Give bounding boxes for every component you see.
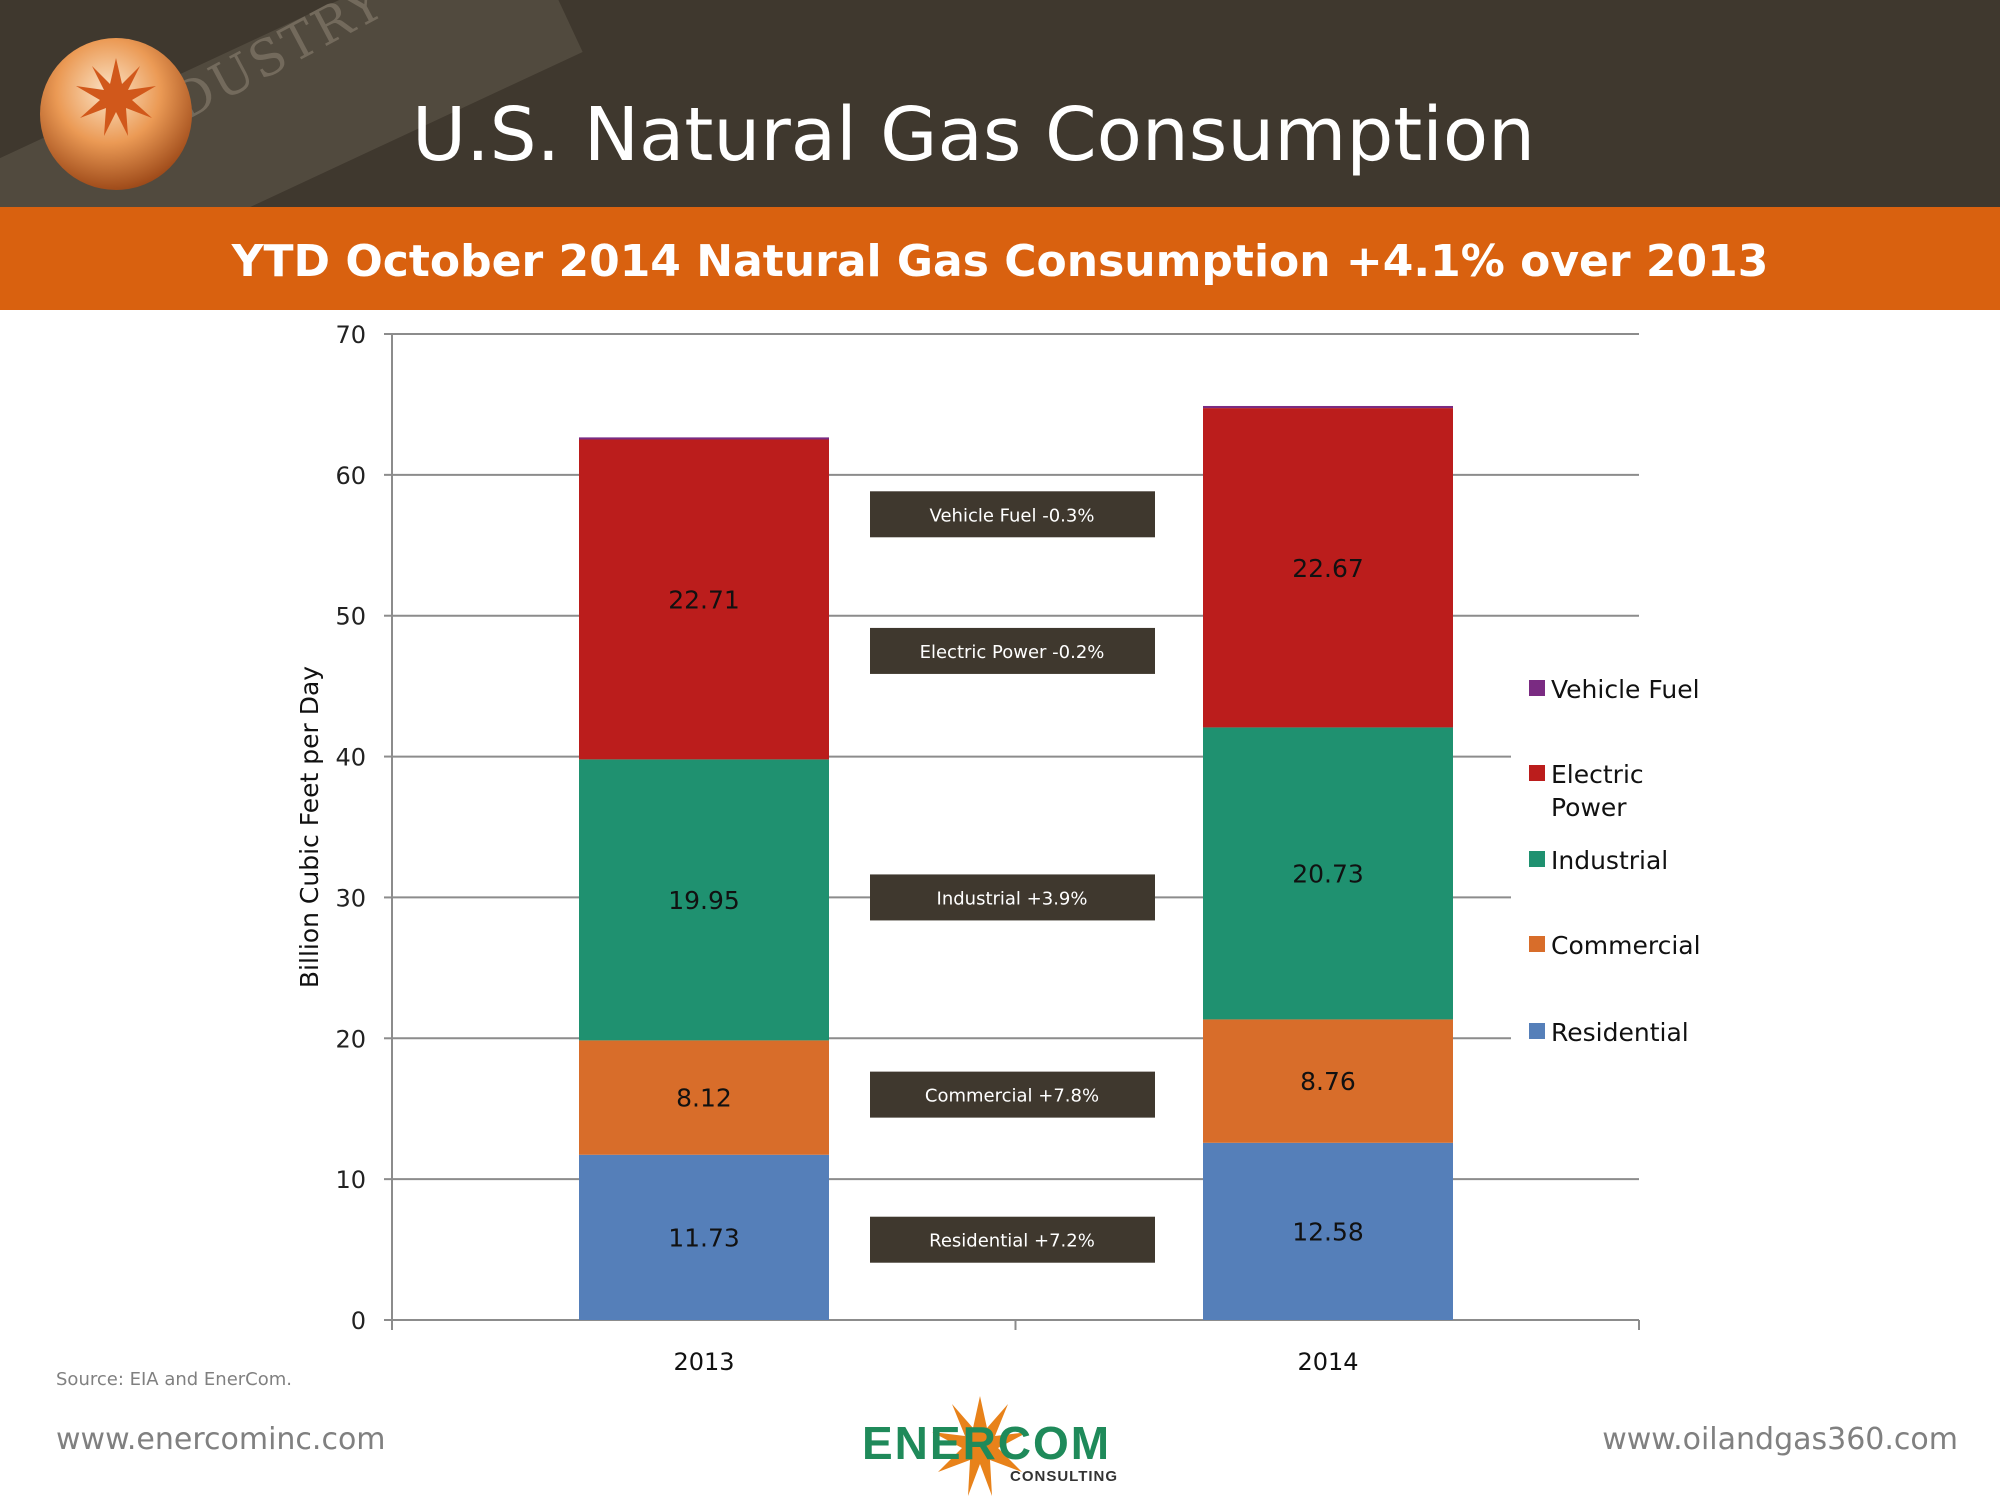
data-label: 19.95	[668, 886, 740, 915]
data-label: 20.73	[1292, 859, 1364, 888]
annotation-label: Industrial +3.9%	[937, 888, 1088, 909]
y-tick-label: 50	[335, 603, 366, 631]
y-tick-label: 40	[335, 744, 366, 772]
page-title: U.S. Natural Gas Consumption	[412, 92, 1536, 178]
bar-segment-vehicle-fuel-2014	[1203, 405, 1453, 409]
y-tick-label: 30	[335, 884, 366, 912]
y-tick-label: 60	[335, 462, 366, 490]
bar-segment-industrial-2014	[1203, 727, 1453, 1020]
y-axis-label: Billion Cubic Feet per Day	[295, 666, 324, 988]
bar-segment-electric-power-2014	[1203, 408, 1453, 728]
legend-label: Residential	[1551, 1018, 1689, 1047]
data-label: 22.67	[1292, 554, 1364, 583]
logo-text: ENERCOM	[862, 1417, 1112, 1469]
subtitle-band	[0, 207, 2000, 310]
annotation-label: Vehicle Fuel -0.3%	[930, 505, 1095, 526]
bar-segment-electric-power-2013	[579, 439, 829, 760]
globe-logo-icon	[40, 38, 192, 190]
y-tick-label: 20	[335, 1025, 366, 1053]
x-tick-label: 2014	[1297, 1348, 1358, 1376]
left-url-link[interactable]: www.enercominc.com	[56, 1422, 386, 1457]
legend-label: Electric	[1551, 760, 1644, 789]
y-tick-label: 70	[335, 321, 366, 349]
bar-segment-industrial-2013	[579, 759, 829, 1041]
source-note: Source: EIA and EnerCom.	[56, 1369, 293, 1390]
sun-icon	[76, 58, 156, 136]
annotation-box	[870, 627, 1155, 674]
bar-segment-residential-2014	[1203, 1142, 1453, 1320]
sunburst-icon	[932, 1396, 1028, 1496]
x-tick-label: 2013	[673, 1348, 734, 1376]
annotation-box	[870, 1216, 1155, 1263]
right-url-link[interactable]: www.oilandgas360.com	[1602, 1422, 1958, 1457]
annotation-label: Electric Power -0.2%	[920, 642, 1105, 663]
legend-label: Vehicle Fuel	[1551, 675, 1700, 704]
subtitle: YTD October 2014 Natural Gas Consumption…	[231, 236, 1769, 287]
bar-segment-residential-2013	[579, 1154, 829, 1320]
y-tick-label: 10	[335, 1166, 366, 1194]
header-bar: INDUSTRY U.S. Natural Gas Consumption	[0, 0, 2000, 207]
data-label: 8.76	[1300, 1067, 1356, 1096]
annotation-box	[870, 1071, 1155, 1118]
legend-swatch	[1529, 765, 1545, 781]
legend-swatch	[1529, 680, 1545, 696]
annotation-box	[870, 874, 1155, 921]
legend-label: Commercial	[1551, 931, 1701, 960]
bar-segment-commercial-2014	[1203, 1019, 1453, 1143]
legend-swatch	[1529, 1023, 1545, 1039]
data-label: 8.12	[676, 1084, 732, 1113]
data-label: 22.71	[668, 585, 740, 614]
logo-subtext: CONSULTING	[1010, 1468, 1119, 1485]
bar-segment-vehicle-fuel-2013	[579, 437, 829, 440]
data-label: 11.73	[668, 1223, 740, 1252]
annotation-label: Commercial +7.8%	[925, 1086, 1099, 1107]
legend-label: Power	[1551, 793, 1627, 822]
annotation-label: Residential +7.2%	[929, 1231, 1095, 1252]
legend-swatch	[1529, 851, 1545, 867]
y-tick-label: 0	[351, 1307, 366, 1335]
enercom-logo: ENERCOM CONSULTING	[862, 1396, 1152, 1496]
data-label: 12.58	[1292, 1217, 1364, 1246]
legend-swatch	[1529, 936, 1545, 952]
bar-segment-commercial-2013	[579, 1040, 829, 1155]
legend-label: Industrial	[1551, 846, 1668, 875]
annotation-box	[870, 491, 1155, 538]
